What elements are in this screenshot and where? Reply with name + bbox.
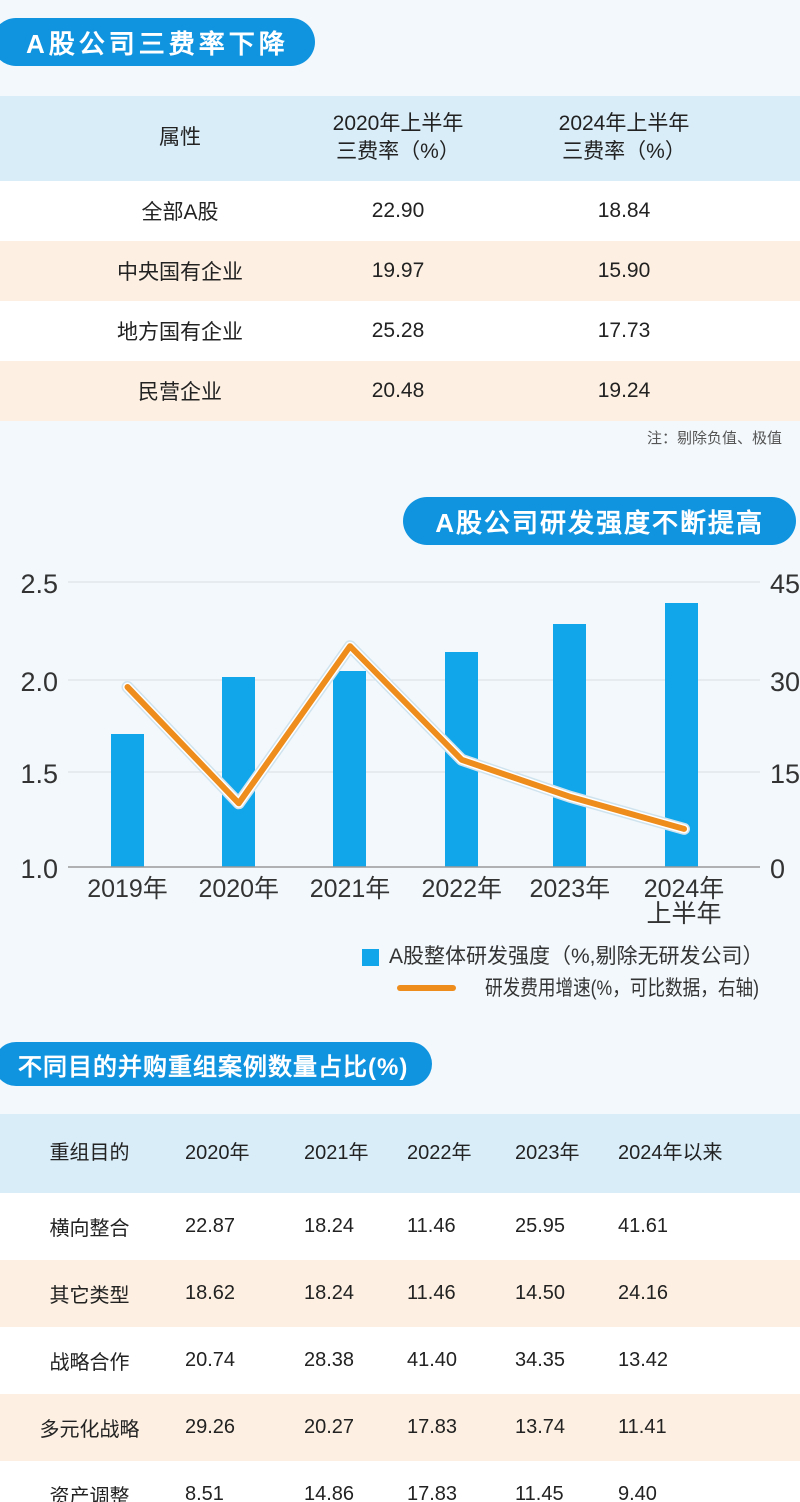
svg-text:2022年: 2022年: [421, 875, 502, 903]
svg-text:2.0: 2.0: [20, 667, 58, 697]
svg-text:上半年: 上半年: [646, 900, 721, 928]
svg-text:45: 45: [770, 569, 800, 599]
svg-text:2020年: 2020年: [198, 875, 279, 903]
svg-text:2019年: 2019年: [87, 875, 168, 903]
svg-text:30: 30: [770, 667, 800, 697]
svg-text:15: 15: [770, 759, 800, 789]
svg-text:2021年: 2021年: [310, 875, 391, 903]
svg-text:A股整体研发强度（%,剔除无研发公司）: A股整体研发强度（%,剔除无研发公司）: [389, 945, 764, 968]
svg-text:研发费用增速(%，可比数据，右轴): 研发费用增速(%，可比数据，右轴): [485, 977, 759, 1000]
svg-text:0: 0: [770, 854, 785, 884]
svg-text:2024年: 2024年: [644, 875, 725, 903]
svg-text:1.5: 1.5: [20, 759, 58, 789]
svg-text:1.0: 1.0: [20, 854, 58, 884]
svg-text:2.5: 2.5: [20, 569, 58, 599]
svg-text:2023年: 2023年: [529, 875, 610, 903]
